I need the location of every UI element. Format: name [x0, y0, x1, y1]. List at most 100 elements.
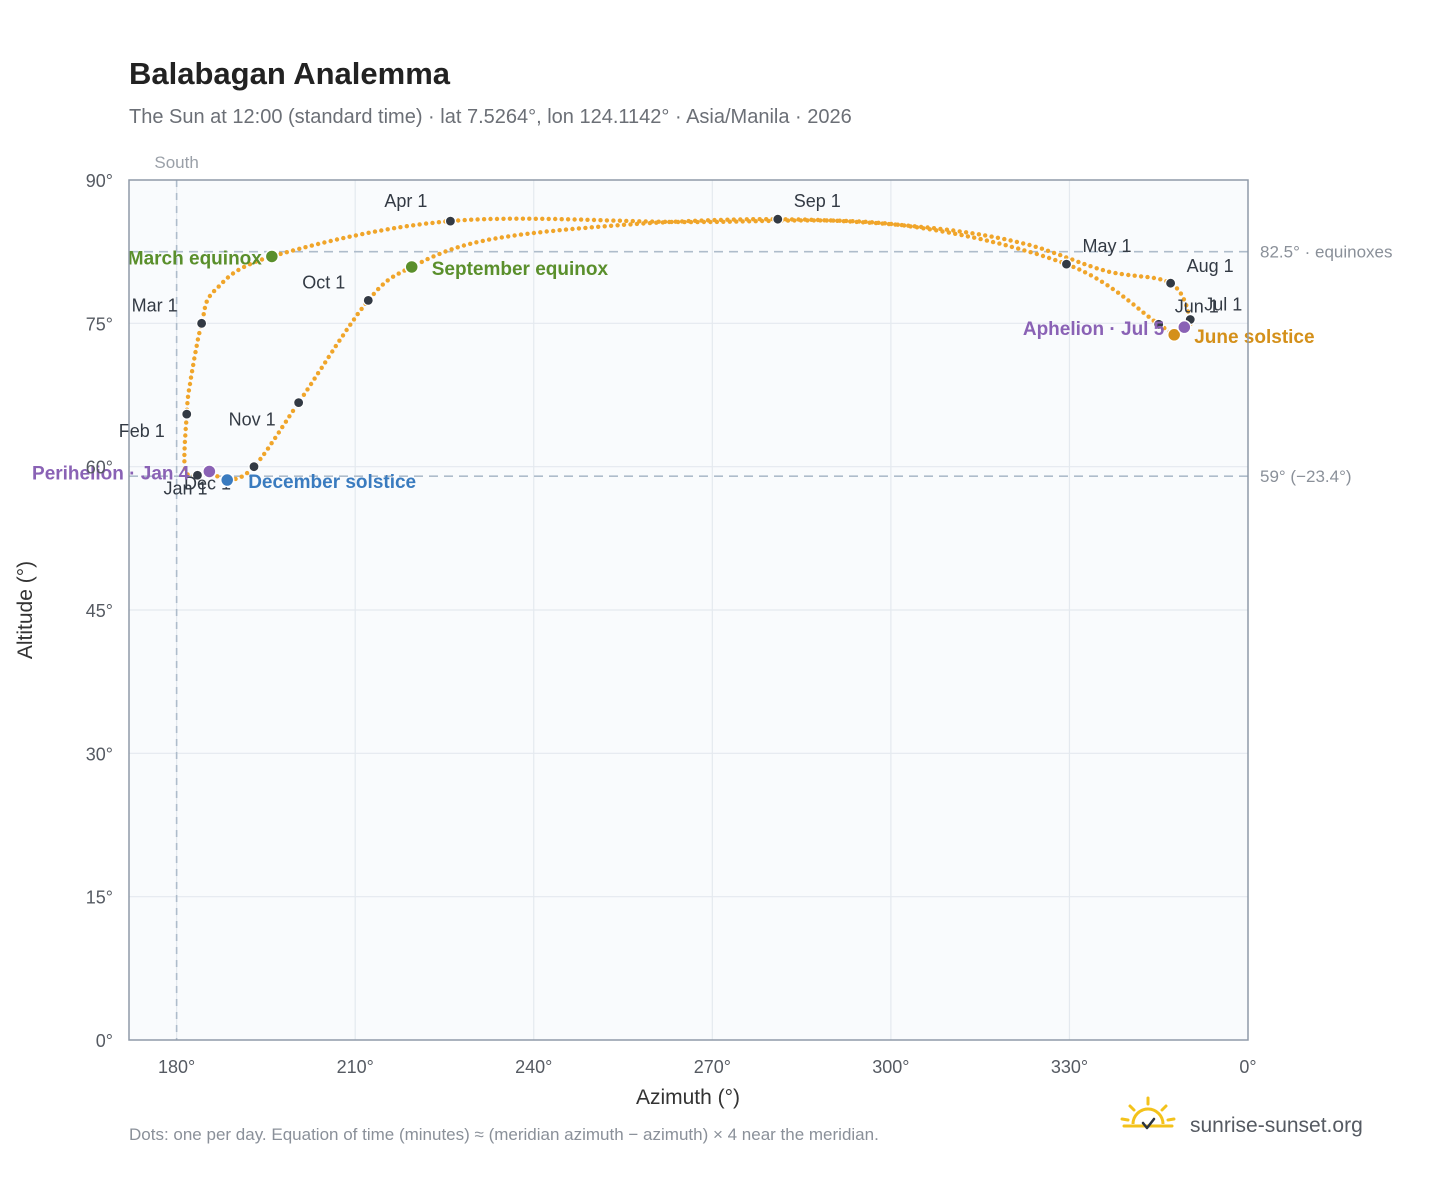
sun-day-dot	[1136, 306, 1141, 311]
sun-day-dot	[184, 420, 189, 425]
sun-day-dot	[927, 227, 932, 232]
sun-day-dot	[344, 327, 349, 333]
x-tick-label: 240°	[515, 1057, 552, 1077]
sun-day-dot	[602, 224, 607, 229]
sun-day-dot	[1132, 273, 1137, 278]
sun-day-dot	[269, 441, 274, 446]
sun-day-dot	[326, 354, 331, 360]
sun-day-dot	[959, 232, 964, 238]
sun-day-dot	[953, 231, 958, 236]
sun-day-dot	[759, 218, 765, 224]
sun-day-dot	[259, 257, 265, 262]
sun-day-dot	[1033, 244, 1038, 249]
sun-day-dot	[1045, 248, 1051, 253]
sun-day-dot	[221, 279, 226, 285]
sun-day-dot	[380, 282, 385, 287]
sun-day-dot	[204, 299, 209, 304]
sun-day-dot	[1131, 302, 1136, 307]
sun-day-dot	[747, 219, 752, 224]
sun-day-dot	[225, 275, 231, 280]
sun-day-dot	[193, 349, 198, 355]
sun-day-dot	[188, 375, 194, 380]
sun-day-dot	[533, 216, 538, 221]
sun-day-dot	[207, 293, 213, 299]
sun-day-dot	[185, 472, 190, 477]
sun-day-dot	[506, 234, 511, 239]
sun-day-dot	[202, 305, 208, 311]
sun-day-dot	[192, 356, 197, 361]
event-marker-dot	[1166, 327, 1182, 343]
sun-day-dot	[480, 238, 485, 244]
sun-day-dot	[1076, 259, 1081, 265]
plot-frame	[128, 179, 1249, 1041]
sun-day-dot	[740, 219, 745, 224]
month-label: Oct 1	[302, 272, 345, 292]
sun-day-dot	[792, 218, 797, 223]
sun-day-dot	[284, 250, 289, 255]
month-marker-dot	[293, 397, 305, 409]
sun-day-dot	[895, 222, 900, 227]
axis-ticks: 180° 210° 240° 270° 300° 330° 0° 0° 15° 30° 45° 60°…	[86, 171, 1257, 1077]
sun-day-dot	[265, 446, 271, 451]
sun-day-dot	[351, 317, 357, 322]
sun-day-dot	[241, 264, 247, 270]
sun-day-dot	[578, 217, 584, 222]
sun-day-dot	[514, 216, 519, 221]
sun-day-dot	[398, 225, 403, 230]
sun-day-dot	[262, 451, 267, 457]
month-label: Apr 1	[384, 191, 427, 211]
sun-day-dot	[1027, 242, 1032, 248]
sun-day-dot	[934, 228, 939, 233]
sun-day-dot	[1022, 248, 1027, 253]
month-label: Sep 1	[794, 191, 841, 211]
sun-day-dot	[319, 365, 324, 370]
sun-day-dot	[391, 226, 397, 231]
sun-day-dot	[596, 224, 601, 229]
sun-day-dot	[965, 234, 971, 239]
event-label: Perihelion · Jan 4	[32, 463, 190, 484]
sun-day-dot	[1105, 283, 1110, 288]
sun-day-dot	[404, 224, 409, 229]
sun-day-dot	[443, 249, 448, 254]
sun-day-dot	[474, 240, 479, 245]
sun-day-dot	[1094, 276, 1099, 281]
sun-day-dot	[1151, 275, 1157, 281]
sun-day-dot	[831, 218, 836, 223]
sun-day-dot	[1021, 241, 1026, 246]
sun-day-dot	[1009, 244, 1015, 250]
sun-day-dot	[1121, 294, 1126, 299]
event-marker-dot	[219, 472, 235, 488]
footnote: Dots: one per day. Equation of time (min…	[129, 1125, 879, 1144]
sun-day-dot	[544, 229, 549, 234]
sun-day-dot	[449, 247, 454, 252]
sun-day-dot	[1099, 279, 1105, 284]
sun-day-dot	[468, 241, 473, 246]
sun-day-dot	[753, 219, 758, 224]
month-marker-dot	[181, 408, 193, 420]
sun-day-dot	[183, 433, 188, 438]
sun-day-dot	[1077, 267, 1082, 272]
event-marker-dot	[1177, 319, 1192, 335]
sun-day-dot	[1071, 264, 1076, 270]
sun-day-dot	[1064, 255, 1069, 260]
sun-day-dot	[385, 227, 390, 232]
sun-day-dot	[430, 220, 435, 226]
sun-day-dot	[1088, 264, 1093, 269]
sun-day-dot	[520, 216, 526, 221]
sun-day-dot	[856, 219, 862, 224]
sun-day-dot	[431, 254, 436, 259]
sun-day-dot	[425, 256, 430, 262]
sun-day-dot	[811, 218, 817, 223]
month-label: Jun 1	[1175, 296, 1219, 316]
sun-day-dot	[455, 245, 460, 250]
sun-day-dot	[469, 217, 474, 222]
chart-title: Balabagan Analemma	[129, 56, 451, 91]
sun-day-dot	[360, 231, 365, 237]
sun-day-dot	[512, 233, 517, 238]
sun-day-dot	[287, 414, 292, 419]
sun-day-dot	[844, 218, 849, 224]
sun-day-dot	[628, 222, 633, 227]
sun-day-dot	[493, 236, 498, 241]
sun-day-dot	[976, 232, 982, 237]
